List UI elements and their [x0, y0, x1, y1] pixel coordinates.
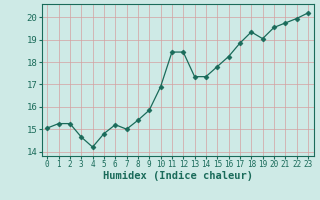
X-axis label: Humidex (Indice chaleur): Humidex (Indice chaleur): [103, 171, 252, 181]
